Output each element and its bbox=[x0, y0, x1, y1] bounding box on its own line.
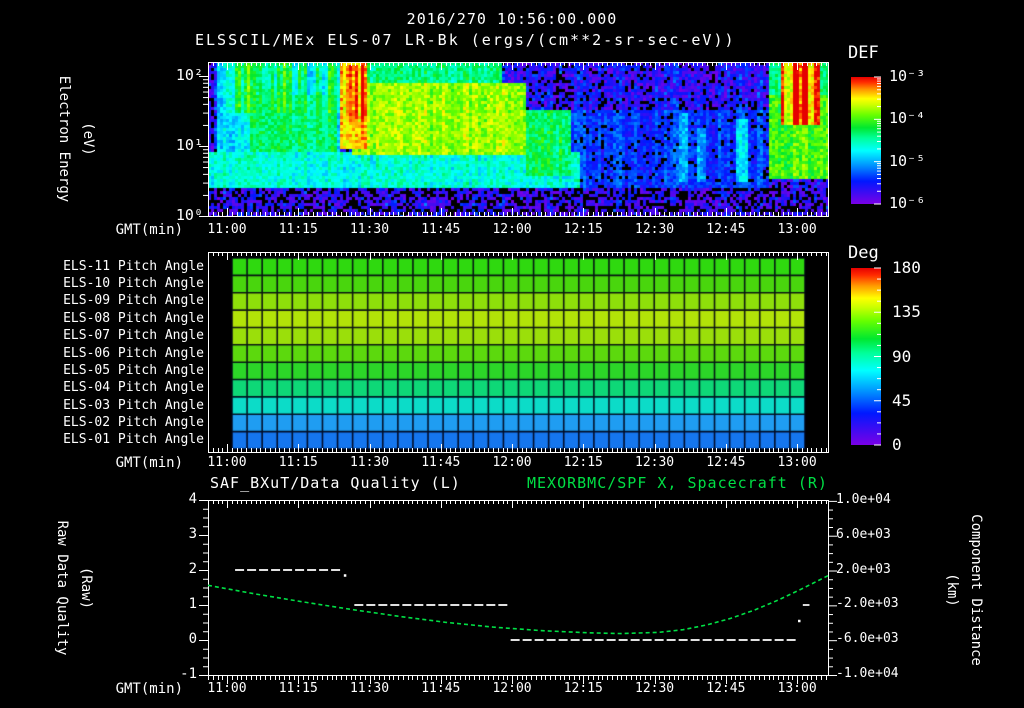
deg-tick-label: 0 bbox=[892, 435, 902, 454]
pitch-row-label: ELS-08 Pitch Angle bbox=[63, 310, 204, 326]
energy-tick-label: 10² bbox=[175, 66, 203, 84]
time-tick-label: 11:00 bbox=[207, 681, 247, 696]
time-tick-label: 12:45 bbox=[706, 455, 746, 470]
time-tick-label: 12:15 bbox=[563, 681, 603, 696]
time-tick-label: 12:30 bbox=[635, 455, 675, 470]
gmt-axis-label-1: GMT(min) bbox=[115, 222, 183, 238]
time-tick-label: 12:30 bbox=[635, 681, 675, 696]
time-tick-label: 11:15 bbox=[278, 222, 318, 237]
time-tick-label: 12:00 bbox=[492, 681, 532, 696]
quality-tick-label: 3 bbox=[188, 526, 197, 542]
deg-tick-label: 45 bbox=[892, 390, 912, 410]
time-tick-label: 13:00 bbox=[777, 222, 817, 237]
pitch-row-label: ELS-01 Pitch Angle bbox=[63, 432, 204, 448]
time-tick-label: 12:45 bbox=[706, 222, 746, 237]
pitch-row-label: ELS-09 Pitch Angle bbox=[63, 293, 204, 309]
electron-energy-spectrogram bbox=[208, 62, 828, 216]
distance-tick-label: 2.0e+03 bbox=[836, 561, 891, 577]
time-tick-label: 11:45 bbox=[421, 681, 461, 696]
def-colorbar bbox=[851, 77, 881, 204]
quality-tick-label: 0 bbox=[188, 631, 197, 647]
time-tick-label: 13:00 bbox=[777, 455, 817, 470]
time-tick-label: 12:45 bbox=[706, 681, 746, 696]
def-tick-label: 10⁻⁶ bbox=[889, 194, 926, 212]
time-tick-label: 11:30 bbox=[349, 222, 390, 237]
timestamp-title: 2016/270 10:56:00.000 bbox=[406, 10, 618, 28]
def-tick-label: 10⁻⁴ bbox=[889, 109, 926, 128]
time-tick-label: 11:30 bbox=[349, 681, 390, 696]
quality-title-right: MEXORBMC/SPF X, Spacecraft (R) bbox=[527, 474, 828, 492]
time-tick-label: 11:45 bbox=[421, 222, 461, 237]
deg-tick-label: 135 bbox=[892, 302, 921, 322]
pitch-row-label: ELS-02 Pitch Angle bbox=[63, 414, 204, 430]
distance-tick-label: 6.0e+03 bbox=[836, 526, 891, 542]
energy-tick-label: 10⁰ bbox=[175, 206, 203, 224]
distance-tick-label: -6.0e+03 bbox=[836, 631, 899, 647]
pitch-angle-grid bbox=[208, 252, 828, 452]
deg-tick-label: 180 bbox=[892, 258, 921, 277]
time-tick-label: 12:00 bbox=[492, 455, 532, 470]
pitch-row-label: ELS-05 Pitch Angle bbox=[63, 362, 204, 378]
quality-tick-label: -1 bbox=[180, 666, 197, 682]
time-tick-label: 13:00 bbox=[777, 681, 817, 696]
gmt-axis-label-3: GMT(min) bbox=[115, 681, 183, 697]
time-tick-label: 11:15 bbox=[278, 681, 318, 696]
quality-tick-label: 4 bbox=[188, 491, 197, 507]
def-tick-label: 10⁻⁵ bbox=[889, 151, 926, 170]
pitch-row-label: ELS-03 Pitch Angle bbox=[63, 397, 204, 413]
distance-tick-label: 1.0e+04 bbox=[836, 491, 891, 507]
gmt-axis-label-2: GMT(min) bbox=[115, 455, 183, 471]
distance-tick-label: -2.0e+03 bbox=[836, 596, 899, 612]
deg-tick-label: 90 bbox=[892, 346, 912, 366]
def-tick-label: 10⁻³ bbox=[889, 67, 926, 85]
def-colorbar-title: DEF bbox=[848, 43, 879, 63]
quality-title-left: SAF_BXuT/Data Quality (L) bbox=[210, 474, 461, 492]
time-tick-label: 11:00 bbox=[207, 222, 247, 237]
time-tick-label: 12:30 bbox=[635, 222, 675, 237]
pitch-row-label: ELS-04 Pitch Angle bbox=[63, 380, 204, 396]
time-tick-label: 11:15 bbox=[278, 455, 318, 470]
deg-colorbar bbox=[851, 268, 881, 445]
instrument-title: ELSSCIL/MEx ELS-07 LR-Bk (ergs/(cm**2-sr… bbox=[195, 31, 736, 49]
quality-tick-label: 1 bbox=[188, 596, 197, 612]
time-tick-label: 12:15 bbox=[563, 222, 603, 237]
pitch-row-label: ELS-10 Pitch Angle bbox=[63, 276, 204, 292]
pitch-row-label: ELS-06 Pitch Angle bbox=[63, 345, 204, 361]
quality-tick-label: 2 bbox=[188, 561, 197, 577]
time-tick-label: 12:15 bbox=[563, 455, 603, 470]
time-tick-label: 12:00 bbox=[492, 222, 532, 237]
pitch-row-label: ELS-07 Pitch Angle bbox=[63, 328, 204, 344]
time-tick-label: 11:30 bbox=[349, 455, 390, 470]
distance-tick-label: -1.0e+04 bbox=[836, 666, 899, 681]
energy-tick-label: 10¹ bbox=[175, 136, 203, 154]
time-tick-label: 11:45 bbox=[421, 455, 461, 470]
time-tick-label: 11:00 bbox=[207, 455, 247, 470]
pitch-row-label: ELS-11 Pitch Angle bbox=[63, 258, 204, 274]
deg-colorbar-title: Deg bbox=[848, 243, 879, 263]
